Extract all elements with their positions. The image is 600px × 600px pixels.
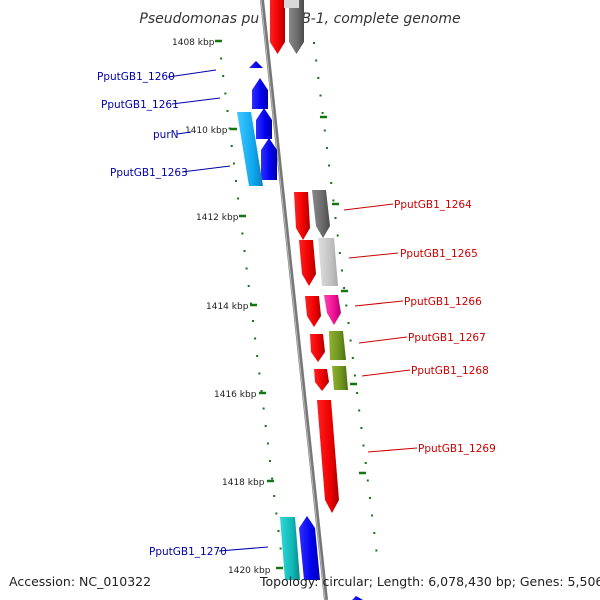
kbp-label: 1410 kbp — [185, 126, 228, 136]
kbp-label: 1412 kbp — [196, 213, 239, 223]
gene-label-pputgb1-1269[interactable]: PputGB1_1269 — [418, 443, 496, 455]
kbp-label: 1416 kbp — [214, 390, 257, 400]
leader-line — [168, 70, 216, 77]
leader-line — [359, 337, 407, 343]
gene-label-pputgb1-1263[interactable]: PputGB1_1263 — [110, 167, 188, 179]
leader-line — [355, 301, 403, 306]
leader-line — [362, 370, 410, 376]
genome-summary-text: Topology: circular; Length: 6,078,430 bp… — [259, 574, 600, 589]
gene-label-pputgb1-1260[interactable]: PputGB1_1260 — [97, 71, 175, 83]
gene-label-pputgb1-1267[interactable]: PputGB1_1267 — [408, 332, 486, 344]
genome-map-view: Pseudomonas putida GB-1, complete genome… — [0, 0, 600, 600]
gene-pputgb1-1267[interactable] — [329, 331, 346, 360]
gene-label-pputgb1-1270[interactable]: PputGB1_1270 — [149, 546, 227, 558]
accession-text: Accession: NC_010322 — [9, 574, 151, 589]
gene-label-purn[interactable]: purN — [153, 129, 179, 141]
kbp-label: 1418 kbp — [222, 478, 265, 488]
kbp-label: 1414 kbp — [206, 302, 249, 312]
gene-pputgb1-1263-blue[interactable] — [261, 138, 277, 180]
leader-line — [182, 166, 230, 172]
gene-label-pputgb1-1261[interactable]: PputGB1_1261 — [101, 99, 179, 111]
gene-label-pputgb1-1268[interactable]: PputGB1_1268 — [411, 365, 489, 377]
genome-map-canvas: Pseudomonas putida GB-1, complete genome… — [0, 0, 600, 600]
leader-line — [349, 253, 398, 258]
leader-line — [344, 204, 393, 210]
leader-line — [172, 98, 220, 104]
gene-label-pputgb1-1266[interactable]: PputGB1_1266 — [404, 296, 482, 308]
kbp-label: 1408 kbp — [172, 38, 215, 48]
gene-label-pputgb1-1265[interactable]: PputGB1_1265 — [400, 248, 478, 260]
gene-pputgb1-1260[interactable] — [249, 61, 263, 68]
right-leader-lines — [344, 204, 417, 452]
gene-label-pputgb1-1264[interactable]: PputGB1_1264 — [394, 199, 472, 211]
gene-pputgb1-1261[interactable] — [252, 78, 268, 109]
gene-pputgb1-1270[interactable] — [280, 517, 300, 580]
gene-pputgb1-1268[interactable] — [332, 366, 348, 390]
gene-purn[interactable] — [256, 108, 272, 139]
leader-line — [368, 448, 417, 452]
